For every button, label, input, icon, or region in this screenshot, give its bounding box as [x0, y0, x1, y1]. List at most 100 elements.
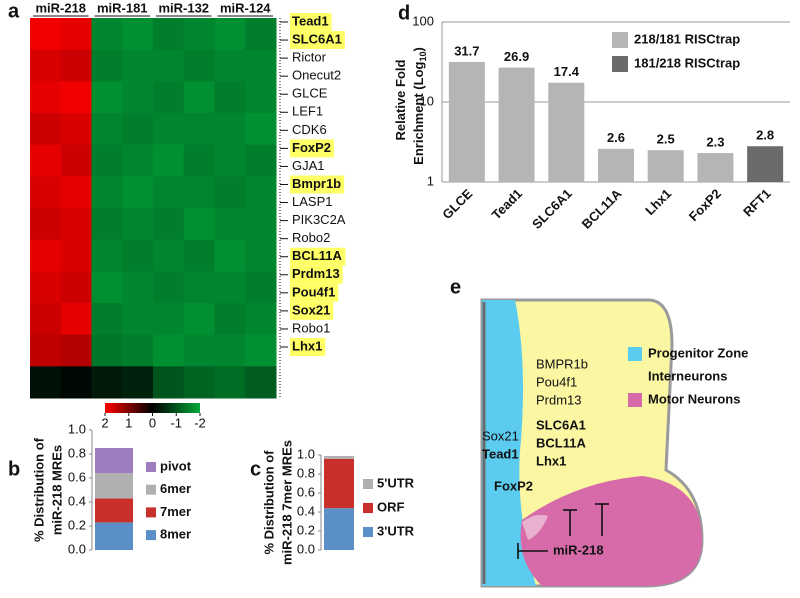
y-tick-label: 0.6 [68, 469, 86, 484]
legend-swatch [612, 32, 628, 48]
heatmap-cell [122, 176, 154, 209]
x-tick-label: RFT1 [740, 186, 774, 220]
progenitor-zone [482, 300, 536, 586]
y-tick-label: 0.0 [68, 541, 86, 556]
heatmap-cell [214, 113, 246, 146]
heatmap-cell [183, 49, 215, 82]
legend-label: 3'UTR [377, 523, 415, 538]
motor-zone [520, 476, 702, 586]
gene-label: SLC6A1 [536, 417, 586, 432]
gene-label: LASP1 [292, 194, 332, 209]
heatmap-cell [60, 176, 92, 209]
heatmap-cell [214, 176, 246, 209]
heatmap-cell [91, 271, 123, 304]
heatmap-cell [153, 271, 185, 304]
y-axis-label-end: ) [411, 47, 426, 51]
gene-label: LEF1 [292, 104, 323, 119]
bar [747, 146, 784, 182]
column-header: miR-218 [35, 0, 86, 15]
bar [448, 61, 485, 182]
heatmap-cell [122, 81, 154, 114]
gene-highlight [290, 31, 345, 50]
heatmap-cell [60, 18, 92, 51]
colorbar-tick-label: 2 [101, 415, 108, 430]
inhibition-symbols [517, 503, 609, 559]
y-tick-label: 0.8 [68, 445, 86, 460]
heatmap-cell [122, 366, 154, 399]
y-tick-label: 100 [412, 13, 434, 28]
heatmap-cell [183, 176, 215, 209]
heatmap-cell [153, 49, 185, 82]
value-label: 31.7 [454, 43, 479, 58]
legend-swatch [628, 347, 642, 361]
legend-label: 218/181 RISCtrap [634, 31, 740, 46]
heatmap-cell [183, 144, 215, 177]
mirna-label: miR-218 [553, 542, 604, 557]
gene-label: Tead1 [292, 13, 329, 28]
y-tick-label: 0.2 [68, 517, 86, 532]
heatmap-cell [91, 239, 123, 272]
y-tick-label: 1 [427, 173, 434, 188]
legend-swatch [363, 527, 373, 537]
heatmap-cell [214, 49, 246, 82]
gene-highlight [290, 139, 335, 158]
gene-label: Pou4f1 [536, 374, 577, 389]
gene-label: Lhx1 [292, 338, 322, 353]
gene-label: Sox21 [482, 428, 519, 443]
gene-highlight [290, 283, 339, 302]
heatmap-cell [245, 239, 277, 272]
gene-label: GJA1 [292, 158, 325, 173]
heatmap-cell [30, 113, 62, 146]
heatmap-cell [245, 144, 277, 177]
gene-label: Lhx1 [536, 453, 566, 468]
bar-segment [95, 522, 133, 550]
heatmap-cell [122, 113, 154, 146]
heatmap-cell [153, 334, 185, 367]
legend-swatch [628, 393, 642, 407]
heatmap-cell [122, 239, 154, 272]
heatmap-cell [153, 239, 185, 272]
heatmap-cell [60, 144, 92, 177]
heatmap-cell [214, 334, 246, 367]
colorbar-tick-label: -2 [194, 415, 206, 430]
legend-label: 181/218 RISCtrap [634, 55, 740, 70]
heatmap-cell [214, 303, 246, 336]
heatmap-cell [214, 18, 246, 51]
heatmap-cell [245, 176, 277, 209]
heatmap-cell [91, 334, 123, 367]
heatmap-cell [122, 144, 154, 177]
heatmap-cell [245, 271, 277, 304]
heatmap-cell [245, 334, 277, 367]
heatmap-cell [30, 208, 62, 241]
heatmap-cell [60, 303, 92, 336]
gene-label: FoxP2 [494, 478, 533, 493]
gene-highlight [290, 301, 334, 320]
y-tick-label: 0.2 [297, 522, 315, 537]
heatmap-cell [60, 113, 92, 146]
heatmap-cell [30, 49, 62, 82]
colorbar [105, 403, 200, 413]
legend-label: Interneurons [648, 368, 727, 383]
heatmap-cell [183, 271, 215, 304]
heatmap-cell [30, 18, 62, 51]
legend-swatch [146, 462, 156, 472]
heatmap-cell [245, 113, 277, 146]
bar [548, 82, 585, 182]
heatmap-cell [153, 18, 185, 51]
x-tick-label: FoxP2 [686, 186, 724, 224]
legend-swatch [146, 484, 156, 495]
heatmap-cell [245, 366, 277, 399]
gene-label: CDK6 [292, 122, 327, 137]
bar [598, 148, 634, 182]
gene-highlight [290, 265, 343, 284]
heatmap-cell [153, 176, 185, 209]
value-label: 2.8 [756, 128, 774, 143]
x-tick-label: Lhx1 [642, 186, 674, 218]
gene-label: PIK3C2A [292, 212, 346, 227]
value-label: 26.9 [504, 49, 529, 64]
gene-label: Robo2 [292, 230, 330, 245]
heatmap-cell [60, 208, 92, 241]
x-tick-label: SLC6A1 [529, 186, 575, 232]
heatmap-cell [60, 239, 92, 272]
y-axis-label: miR-218 7mer MREs [279, 440, 294, 565]
